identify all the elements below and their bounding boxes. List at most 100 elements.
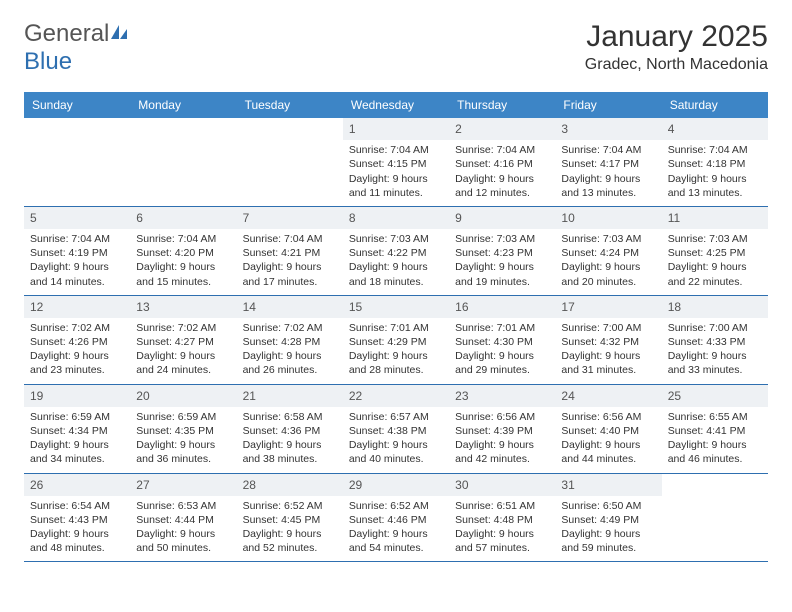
calendar-cell: 11Sunrise: 7:03 AMSunset: 4:25 PMDayligh… <box>662 207 768 295</box>
sunset-line: Sunset: 4:21 PM <box>243 246 337 260</box>
calendar-cell <box>237 118 343 206</box>
sunrise-line: Sunrise: 6:52 AM <box>349 499 443 513</box>
dayname: Monday <box>130 92 236 118</box>
sunrise-line: Sunrise: 7:03 AM <box>349 232 443 246</box>
day-body: Sunrise: 7:04 AMSunset: 4:17 PMDaylight:… <box>555 140 661 206</box>
daylight-line: Daylight: 9 hours and 54 minutes. <box>349 527 443 555</box>
sunrise-line: Sunrise: 7:04 AM <box>243 232 337 246</box>
sunset-line: Sunset: 4:26 PM <box>30 335 124 349</box>
sunrise-line: Sunrise: 7:02 AM <box>30 321 124 335</box>
sunrise-line: Sunrise: 7:02 AM <box>136 321 230 335</box>
day-number: 15 <box>343 296 449 318</box>
day-number: 26 <box>24 474 130 496</box>
calendar-cell: 3Sunrise: 7:04 AMSunset: 4:17 PMDaylight… <box>555 118 661 206</box>
daylight-line: Daylight: 9 hours and 44 minutes. <box>561 438 655 466</box>
day-number: 4 <box>662 118 768 140</box>
calendar-cell: 5Sunrise: 7:04 AMSunset: 4:19 PMDaylight… <box>24 207 130 295</box>
day-number: 13 <box>130 296 236 318</box>
logo-word1: General <box>24 20 109 47</box>
calendar: SundayMondayTuesdayWednesdayThursdayFrid… <box>24 92 768 562</box>
day-body: Sunrise: 6:53 AMSunset: 4:44 PMDaylight:… <box>130 496 236 562</box>
sunrise-line: Sunrise: 7:03 AM <box>455 232 549 246</box>
sunrise-line: Sunrise: 6:56 AM <box>455 410 549 424</box>
sunrise-line: Sunrise: 6:55 AM <box>668 410 762 424</box>
sunset-line: Sunset: 4:19 PM <box>30 246 124 260</box>
daylight-line: Daylight: 9 hours and 18 minutes. <box>349 260 443 288</box>
calendar-cell: 4Sunrise: 7:04 AMSunset: 4:18 PMDaylight… <box>662 118 768 206</box>
sunset-line: Sunset: 4:30 PM <box>455 335 549 349</box>
sunset-line: Sunset: 4:38 PM <box>349 424 443 438</box>
day-number: 2 <box>449 118 555 140</box>
calendar-body: 1Sunrise: 7:04 AMSunset: 4:15 PMDaylight… <box>24 118 768 562</box>
daylight-line: Daylight: 9 hours and 12 minutes. <box>455 172 549 200</box>
day-body: Sunrise: 6:58 AMSunset: 4:36 PMDaylight:… <box>237 407 343 473</box>
day-body: Sunrise: 7:03 AMSunset: 4:22 PMDaylight:… <box>343 229 449 295</box>
day-body: Sunrise: 6:52 AMSunset: 4:46 PMDaylight:… <box>343 496 449 562</box>
day-number: 24 <box>555 385 661 407</box>
calendar-cell: 28Sunrise: 6:52 AMSunset: 4:45 PMDayligh… <box>237 474 343 562</box>
calendar-cell: 10Sunrise: 7:03 AMSunset: 4:24 PMDayligh… <box>555 207 661 295</box>
daylight-line: Daylight: 9 hours and 15 minutes. <box>136 260 230 288</box>
day-body: Sunrise: 7:02 AMSunset: 4:27 PMDaylight:… <box>130 318 236 384</box>
sunrise-line: Sunrise: 6:59 AM <box>30 410 124 424</box>
sunset-line: Sunset: 4:23 PM <box>455 246 549 260</box>
calendar-cell: 16Sunrise: 7:01 AMSunset: 4:30 PMDayligh… <box>449 296 555 384</box>
sunrise-line: Sunrise: 7:02 AM <box>243 321 337 335</box>
sunset-line: Sunset: 4:36 PM <box>243 424 337 438</box>
day-body: Sunrise: 6:55 AMSunset: 4:41 PMDaylight:… <box>662 407 768 473</box>
month-title: January 2025 <box>585 20 768 54</box>
dayname-row: SundayMondayTuesdayWednesdayThursdayFrid… <box>24 92 768 118</box>
dayname: Tuesday <box>237 92 343 118</box>
day-number: 31 <box>555 474 661 496</box>
day-number: 3 <box>555 118 661 140</box>
day-number: 18 <box>662 296 768 318</box>
daylight-line: Daylight: 9 hours and 52 minutes. <box>243 527 337 555</box>
sunset-line: Sunset: 4:29 PM <box>349 335 443 349</box>
calendar-cell: 19Sunrise: 6:59 AMSunset: 4:34 PMDayligh… <box>24 385 130 473</box>
day-body: Sunrise: 6:56 AMSunset: 4:39 PMDaylight:… <box>449 407 555 473</box>
sunset-line: Sunset: 4:15 PM <box>349 157 443 171</box>
day-number: 7 <box>237 207 343 229</box>
calendar-cell: 1Sunrise: 7:04 AMSunset: 4:15 PMDaylight… <box>343 118 449 206</box>
day-number: 16 <box>449 296 555 318</box>
daylight-line: Daylight: 9 hours and 34 minutes. <box>30 438 124 466</box>
sunrise-line: Sunrise: 7:04 AM <box>136 232 230 246</box>
sunrise-line: Sunrise: 7:04 AM <box>668 143 762 157</box>
day-number: 27 <box>130 474 236 496</box>
sunset-line: Sunset: 4:17 PM <box>561 157 655 171</box>
daylight-line: Daylight: 9 hours and 42 minutes. <box>455 438 549 466</box>
daylight-line: Daylight: 9 hours and 13 minutes. <box>561 172 655 200</box>
sunset-line: Sunset: 4:44 PM <box>136 513 230 527</box>
calendar-cell: 6Sunrise: 7:04 AMSunset: 4:20 PMDaylight… <box>130 207 236 295</box>
day-body: Sunrise: 7:04 AMSunset: 4:19 PMDaylight:… <box>24 229 130 295</box>
sunset-line: Sunset: 4:24 PM <box>561 246 655 260</box>
day-number: 6 <box>130 207 236 229</box>
day-number: 9 <box>449 207 555 229</box>
day-body: Sunrise: 6:59 AMSunset: 4:35 PMDaylight:… <box>130 407 236 473</box>
day-body: Sunrise: 7:04 AMSunset: 4:18 PMDaylight:… <box>662 140 768 206</box>
sunset-line: Sunset: 4:34 PM <box>30 424 124 438</box>
daylight-line: Daylight: 9 hours and 20 minutes. <box>561 260 655 288</box>
day-number: 5 <box>24 207 130 229</box>
day-number: 23 <box>449 385 555 407</box>
sunrise-line: Sunrise: 6:57 AM <box>349 410 443 424</box>
calendar-week: 26Sunrise: 6:54 AMSunset: 4:43 PMDayligh… <box>24 474 768 563</box>
logo-text: GeneralBlue <box>24 20 129 76</box>
sunrise-line: Sunrise: 7:00 AM <box>668 321 762 335</box>
daylight-line: Daylight: 9 hours and 13 minutes. <box>668 172 762 200</box>
calendar-cell <box>662 474 768 562</box>
day-number: 30 <box>449 474 555 496</box>
calendar-cell: 7Sunrise: 7:04 AMSunset: 4:21 PMDaylight… <box>237 207 343 295</box>
day-number: 20 <box>130 385 236 407</box>
day-number: 21 <box>237 385 343 407</box>
calendar-cell: 27Sunrise: 6:53 AMSunset: 4:44 PMDayligh… <box>130 474 236 562</box>
day-body: Sunrise: 6:52 AMSunset: 4:45 PMDaylight:… <box>237 496 343 562</box>
sunrise-line: Sunrise: 6:54 AM <box>30 499 124 513</box>
day-body: Sunrise: 6:54 AMSunset: 4:43 PMDaylight:… <box>24 496 130 562</box>
day-body: Sunrise: 7:03 AMSunset: 4:25 PMDaylight:… <box>662 229 768 295</box>
calendar-cell: 8Sunrise: 7:03 AMSunset: 4:22 PMDaylight… <box>343 207 449 295</box>
sunset-line: Sunset: 4:25 PM <box>668 246 762 260</box>
dayname: Friday <box>555 92 661 118</box>
calendar-week: 5Sunrise: 7:04 AMSunset: 4:19 PMDaylight… <box>24 207 768 296</box>
logo-word2: Blue <box>24 48 72 75</box>
